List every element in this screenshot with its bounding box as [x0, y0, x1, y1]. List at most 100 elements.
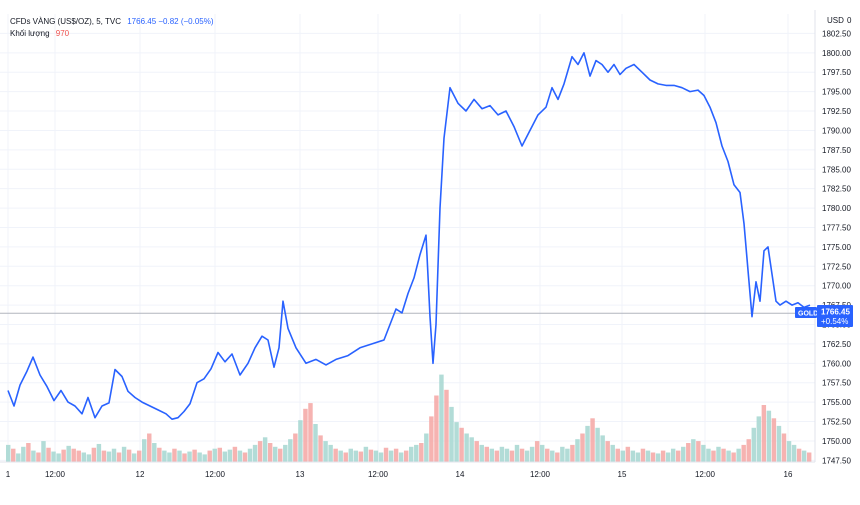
legend-main-row: CFDs VÀNG (US$/OZ), 5, TVC 1766.45 −0.82…	[10, 16, 214, 28]
x-tick-label: 12	[136, 470, 145, 479]
volume-bar	[116, 452, 122, 462]
price-axis-top-tick: 0	[847, 16, 852, 25]
volume-bar	[716, 446, 721, 462]
volume-bar	[605, 441, 610, 462]
volume-bar	[242, 452, 248, 462]
x-tick-label: 1	[6, 470, 11, 479]
volume-bar	[711, 450, 716, 462]
volume-bar	[252, 444, 258, 462]
volume-bar	[368, 449, 374, 462]
volume-bar	[595, 427, 600, 462]
y-tick-label: 1760.00	[822, 359, 851, 368]
volume-bar	[393, 448, 399, 462]
volume-bar	[590, 418, 595, 462]
volume-bar	[26, 443, 31, 462]
x-tick-label: 12:00	[45, 470, 66, 479]
volume-bar	[741, 444, 746, 462]
volume-bar	[681, 446, 686, 462]
volume-bar	[801, 450, 807, 462]
volume-bar	[539, 444, 545, 462]
volume-bar	[121, 446, 127, 462]
y-tick-label: 1755.00	[822, 398, 851, 407]
volume-bar	[353, 450, 359, 462]
volume-bar	[136, 450, 142, 462]
volume-bar	[534, 441, 540, 462]
y-tick-label: 1795.00	[822, 88, 851, 97]
volume-bar	[429, 416, 434, 462]
volume-bar	[766, 410, 772, 462]
volume-bar	[509, 450, 515, 462]
volume-bar	[615, 448, 620, 462]
volume-bar	[267, 443, 273, 462]
volume-bar	[343, 452, 348, 462]
volume-bar	[202, 454, 207, 462]
y-tick-label: 1792.50	[822, 107, 851, 116]
volume-bar	[313, 424, 318, 462]
legend-symbol[interactable]: CFDs VÀNG (US$/OZ), 5, TVC	[10, 17, 121, 26]
volume-bar	[318, 435, 323, 462]
volume-bar	[696, 441, 701, 462]
volume-bar	[237, 450, 243, 462]
volume-bar	[308, 403, 313, 462]
y-tick-label: 1757.50	[822, 379, 851, 388]
volume-bar	[454, 422, 459, 462]
volume-bar	[786, 441, 792, 462]
volume-bar	[388, 450, 394, 462]
legend-volume-value: 970	[55, 29, 70, 38]
volume-bar	[630, 450, 636, 462]
volume-bar	[545, 448, 550, 462]
volume-bar	[494, 450, 500, 462]
volume-bar	[781, 433, 787, 462]
volume-bar	[449, 406, 454, 462]
volume-bar	[403, 450, 409, 462]
volume-bar	[142, 439, 147, 462]
volume-bar	[575, 439, 580, 462]
y-tick-label: 1752.50	[822, 418, 851, 427]
badge-price-bg	[817, 305, 853, 327]
time-axis[interactable]: 1 12:00 12 12:00 13 12:00 14 12:00 15 12:00 16	[6, 470, 793, 479]
volume-bar	[91, 447, 97, 462]
volume-bar	[172, 448, 177, 462]
volume-bar	[71, 448, 76, 462]
y-tick-label: 1772.50	[822, 262, 851, 271]
volume-bar	[278, 448, 283, 462]
x-tick-label: 15	[618, 470, 627, 479]
volume-bar	[645, 450, 651, 462]
volume-bar	[675, 450, 681, 462]
volume-bar	[358, 451, 364, 462]
volume-bar	[444, 389, 449, 462]
volume-bar	[192, 449, 197, 462]
volume-bar	[6, 444, 11, 462]
volume-bar	[11, 448, 16, 462]
y-tick-label: 1777.50	[822, 223, 851, 232]
volume-bar	[303, 408, 308, 462]
volume-bar	[691, 439, 696, 462]
volume-bar	[650, 452, 656, 462]
legend-volume-label[interactable]: Khối lượng	[10, 29, 50, 38]
chart-legend: CFDs VÀNG (US$/OZ), 5, TVC 1766.45 −0.82…	[10, 16, 214, 40]
x-tick-label: 12:00	[530, 470, 551, 479]
volume-bar	[177, 450, 182, 462]
y-tick-label: 1775.00	[822, 243, 851, 252]
volume-bar	[76, 450, 81, 462]
y-tick-label: 1797.50	[822, 68, 851, 77]
price-axis[interactable]: 1747.50 1750.00 1752.50 1755.00 1757.50 1760.…	[822, 29, 851, 465]
badge-change: +0.54%	[821, 317, 848, 326]
current-price-badge: GOLD 1766.45 +0.54%	[795, 305, 853, 327]
volume-bar	[96, 443, 102, 462]
volume-bar	[86, 454, 92, 462]
volume-bar	[791, 444, 797, 462]
y-tick-label: 1802.50	[822, 29, 851, 38]
volume-bar	[514, 444, 520, 462]
volume-bar	[489, 448, 495, 462]
volume-bar	[167, 452, 172, 462]
volume-bar	[665, 452, 671, 462]
volume-bar	[761, 405, 767, 462]
volume-bar	[414, 444, 419, 462]
volume-bar	[272, 446, 278, 462]
volume-bar	[51, 451, 56, 462]
volume-bar	[736, 448, 741, 462]
volume-bar	[479, 444, 484, 462]
